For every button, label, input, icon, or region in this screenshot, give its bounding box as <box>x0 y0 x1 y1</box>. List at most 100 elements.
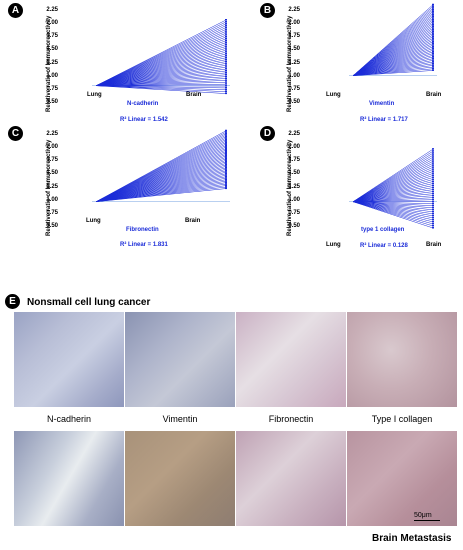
data-point <box>225 41 227 44</box>
data-point <box>225 143 227 145</box>
data-point <box>225 168 227 170</box>
series-line <box>95 25 227 86</box>
chart-lines <box>92 19 230 95</box>
data-point <box>432 23 434 26</box>
data-point <box>225 150 227 153</box>
series-line <box>352 154 434 202</box>
series-line <box>95 53 227 86</box>
data-point <box>225 35 227 38</box>
data-point <box>432 178 434 180</box>
series-line <box>352 150 434 202</box>
histo-collagen-brain <box>347 431 457 526</box>
data-point <box>225 22 227 25</box>
series-line <box>95 31 227 86</box>
data-point <box>432 34 434 36</box>
series-line <box>352 4 434 76</box>
series-line <box>352 191 434 202</box>
series-line <box>95 51 227 86</box>
series-line <box>352 201 434 227</box>
data-point <box>432 176 434 178</box>
data-point <box>432 170 434 172</box>
data-point <box>432 40 434 43</box>
series-line <box>95 48 227 86</box>
marker-label: Vimentin <box>369 101 395 107</box>
label-fibronectin: Fibronectin <box>268 414 314 424</box>
data-point <box>225 54 227 57</box>
series-line <box>352 201 434 217</box>
series-line <box>95 55 227 86</box>
series-line <box>352 46 434 76</box>
data-point <box>432 17 434 19</box>
label-collagen: Type I collagen <box>371 414 433 424</box>
series-line <box>352 201 434 211</box>
series-line <box>352 165 434 202</box>
data-point <box>432 25 434 28</box>
data-point <box>432 32 434 34</box>
series-line <box>352 48 434 76</box>
y-tick-label: 1.75 <box>288 157 300 164</box>
data-point <box>225 47 227 49</box>
y-tick-label: 1.00 <box>288 196 300 203</box>
y-tick-label: 2.25 <box>288 131 300 137</box>
series-line <box>352 152 434 202</box>
histo-ncadherin-brain <box>14 431 124 526</box>
data-point <box>225 177 227 179</box>
chart-lines <box>92 129 230 203</box>
data-point <box>225 172 227 175</box>
data-point <box>225 83 227 85</box>
data-point <box>432 5 434 7</box>
series-line <box>352 66 434 76</box>
panel-letter: A <box>8 3 23 18</box>
data-point <box>432 35 434 38</box>
data-point <box>225 147 227 150</box>
series-line <box>352 177 434 202</box>
y-tick-label: 1.25 <box>46 183 58 190</box>
histo-ncadherin-lung <box>14 312 124 407</box>
data-point <box>432 54 434 56</box>
data-point <box>225 81 227 83</box>
data-point <box>225 88 227 91</box>
series-line <box>95 49 227 86</box>
data-point <box>432 12 434 14</box>
series-line <box>352 175 434 202</box>
data-point <box>225 146 227 148</box>
data-point <box>432 55 434 58</box>
data-point <box>432 160 434 162</box>
data-point <box>225 30 227 32</box>
data-point <box>225 68 227 70</box>
marker-label: type 1 collagen <box>361 227 405 233</box>
r2-label: R² Linear = 1.542 <box>120 117 168 123</box>
data-point <box>432 224 434 227</box>
series-line <box>352 56 434 76</box>
series-line <box>352 44 434 76</box>
data-point <box>225 149 227 151</box>
y-tick-label: 2.00 <box>46 144 58 151</box>
series-line <box>352 185 434 202</box>
data-point <box>225 32 227 34</box>
data-point <box>432 37 434 39</box>
y-tick-label: 1.50 <box>288 46 300 53</box>
data-point <box>432 220 434 223</box>
y-tick-label: 1.25 <box>288 59 300 66</box>
data-point <box>225 153 227 155</box>
x-label-lung: Lung <box>326 242 341 248</box>
series-line <box>352 193 434 202</box>
data-point <box>225 51 227 53</box>
data-point <box>225 26 227 29</box>
data-point <box>432 162 434 164</box>
data-point <box>432 150 434 152</box>
series-line <box>95 130 227 202</box>
data-point <box>432 204 434 207</box>
chart-lines <box>349 148 437 229</box>
y-tick-label: 1.00 <box>46 196 58 203</box>
data-point <box>432 47 434 50</box>
data-point <box>432 52 434 55</box>
data-point <box>225 181 227 184</box>
series-line <box>352 55 434 76</box>
data-point <box>432 198 434 201</box>
data-point <box>225 60 227 63</box>
y-tick-label: 1.75 <box>46 33 58 40</box>
series-line <box>352 181 434 202</box>
data-point <box>432 188 434 191</box>
series-line <box>95 40 227 86</box>
